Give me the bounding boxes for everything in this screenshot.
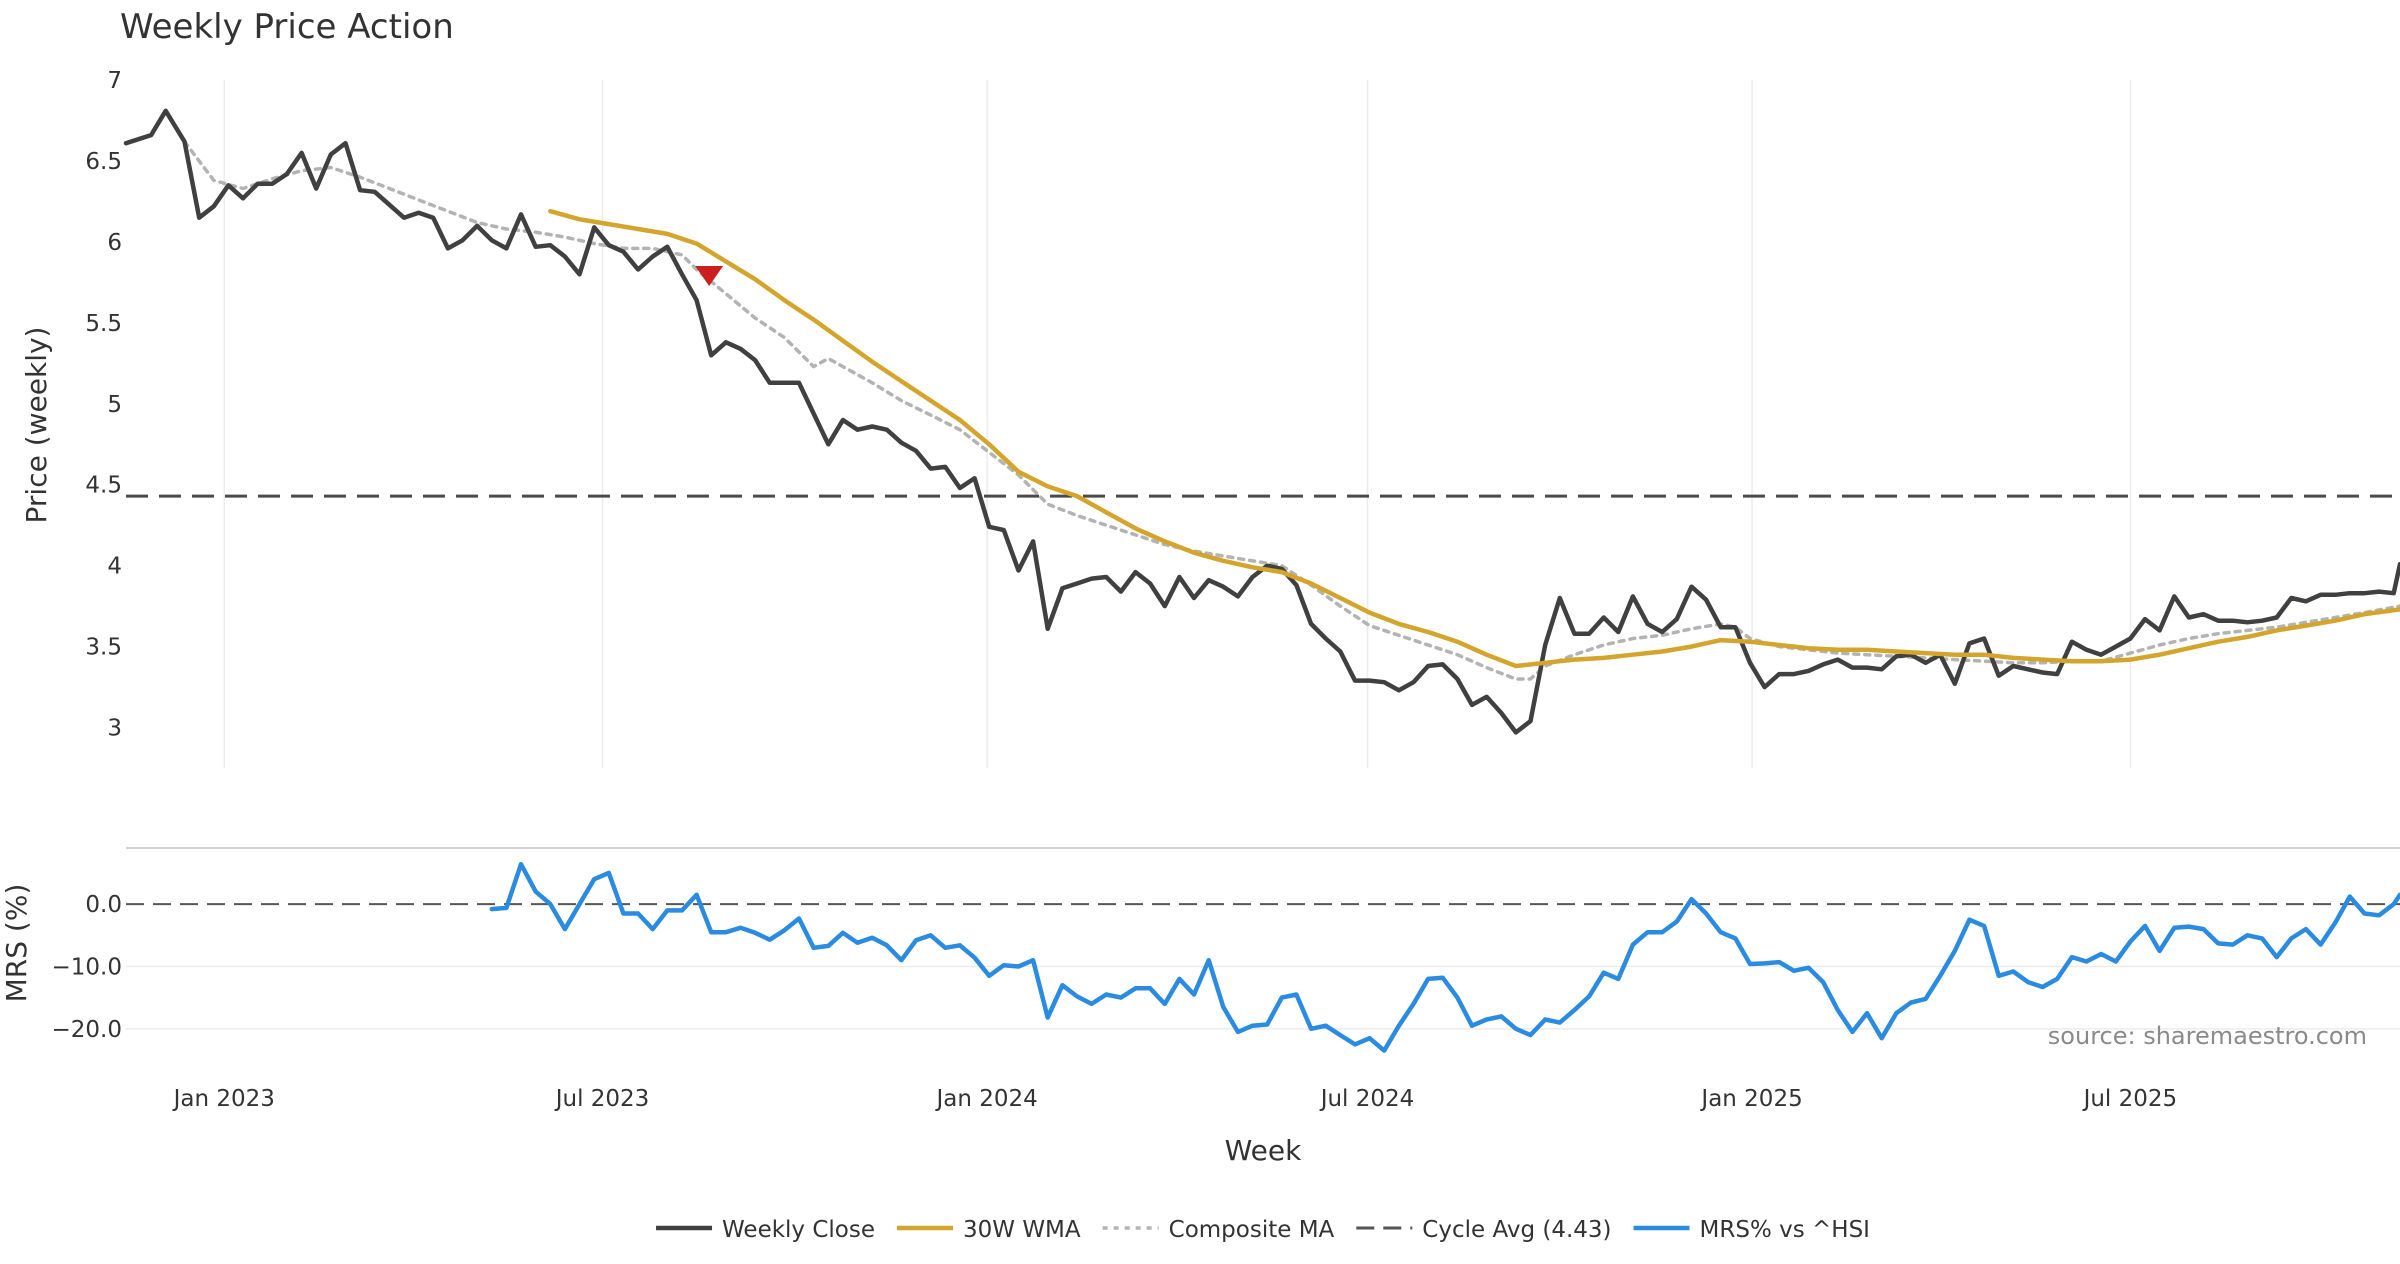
legend: Weekly Close 30W WMA Composite MA Cycle Avg… <box>656 1217 1870 1243</box>
legend-item-mrs-vs-hsi: MRS% vs ^HSI <box>1634 1217 1870 1243</box>
price-y-tick-label: 4 <box>107 554 122 580</box>
legend-label: 30W WMA <box>963 1217 1081 1243</box>
price-y-tick-label: 6.5 <box>85 149 122 175</box>
mrs-y-tick-label: −20.0 <box>52 1017 122 1043</box>
reference-lines <box>126 496 2400 904</box>
legend-label: Weekly Close <box>722 1217 875 1243</box>
price-y-tick-label: 7 <box>107 68 122 94</box>
sell-signal-marker <box>695 266 723 286</box>
mrs-y-tick-label: 0.0 <box>85 892 122 918</box>
price-y-tick-label: 5 <box>107 392 122 418</box>
x-tick-label: Jul 2024 <box>1319 1086 1415 1112</box>
legend-item-cycle-avg-4-43: Cycle Avg (4.43) <box>1356 1217 1611 1243</box>
mrs-y-tick-label: −10.0 <box>52 954 122 980</box>
legend-label: Composite MA <box>1169 1217 1335 1243</box>
x-tick-label: Jul 2023 <box>554 1086 650 1112</box>
x-axis-title: Week <box>1225 1134 1302 1167</box>
series-layer <box>126 111 2400 1051</box>
x-tick-label: Jan 2025 <box>1699 1086 1802 1112</box>
x-tick-label: Jan 2023 <box>172 1086 275 1112</box>
price-y-tick-label: 5.5 <box>85 311 122 337</box>
grid-layer <box>126 80 2400 1029</box>
axis-layer: Jan 2023 Jul 2023 Jan 2024 Jul 2024 Jan 2025… <box>52 68 2178 1112</box>
chart-title: Weekly Price Action <box>120 7 454 47</box>
price-y-tick-label: 3 <box>107 716 122 742</box>
legend-item-composite-ma: Composite MA <box>1103 1217 1335 1243</box>
price-y-axis-title: Price (weekly) <box>20 327 53 524</box>
source-note: source: sharemaestro.com <box>2048 1022 2367 1050</box>
legend-item-weekly-close: Weekly Close <box>656 1217 875 1243</box>
legend-label: Cycle Avg (4.43) <box>1422 1217 1611 1243</box>
mrs-y-axis-title: MRS (%) <box>0 884 33 1003</box>
x-tick-label: Jan 2024 <box>934 1086 1037 1112</box>
legend-item-30w-wma: 30W WMA <box>897 1217 1081 1243</box>
price-y-tick-label: 3.5 <box>85 635 122 661</box>
price-y-tick-label: 6 <box>107 230 122 256</box>
price-y-tick-label: 4.5 <box>85 473 122 499</box>
legend-label: MRS% vs ^HSI <box>1700 1217 1870 1243</box>
weekly-close-line <box>126 111 2400 733</box>
x-tick-label: Jul 2025 <box>2082 1086 2178 1112</box>
